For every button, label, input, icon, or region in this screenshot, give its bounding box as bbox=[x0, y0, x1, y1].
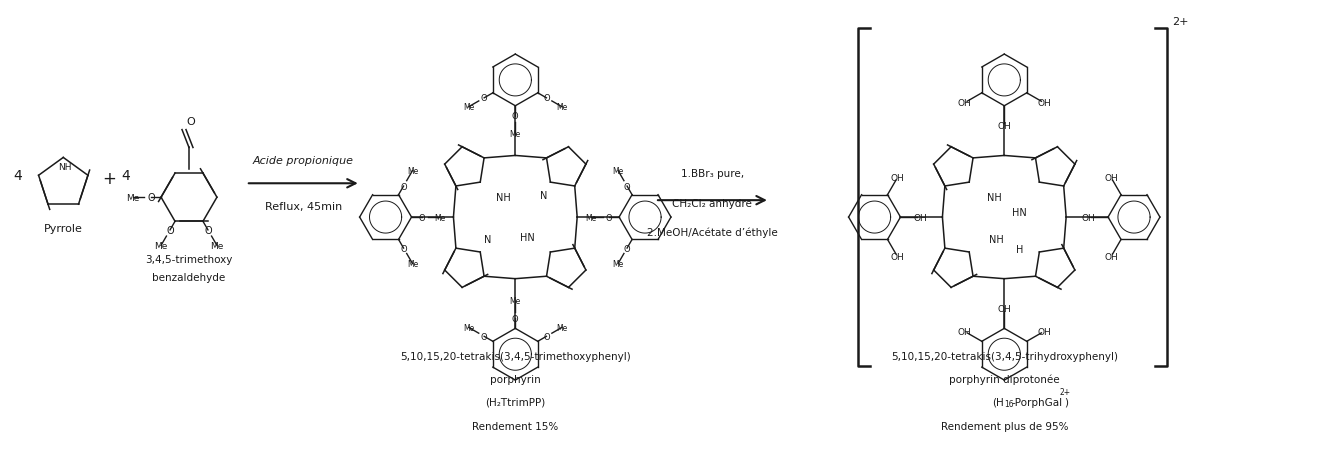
Text: HN: HN bbox=[520, 233, 534, 243]
Text: -PorphGal: -PorphGal bbox=[1011, 397, 1062, 407]
Text: NH: NH bbox=[496, 193, 511, 203]
Text: O: O bbox=[544, 332, 550, 341]
Text: benzaldehyde: benzaldehyde bbox=[152, 272, 226, 282]
Text: OH: OH bbox=[914, 213, 927, 222]
Text: 4: 4 bbox=[13, 169, 22, 183]
Text: OH: OH bbox=[1081, 213, 1095, 222]
Text: O: O bbox=[401, 182, 407, 191]
Text: O: O bbox=[147, 193, 155, 203]
Text: OH: OH bbox=[1105, 174, 1118, 182]
Text: ): ) bbox=[1064, 397, 1068, 407]
Text: NH: NH bbox=[58, 163, 71, 172]
Text: Me: Me bbox=[509, 130, 521, 139]
Text: 5,10,15,20-tetrakis(3,4,5-trimethoxyphenyl): 5,10,15,20-tetrakis(3,4,5-trimethoxyphen… bbox=[400, 351, 631, 361]
Text: (H: (H bbox=[992, 397, 1004, 407]
Text: 16: 16 bbox=[1004, 399, 1013, 408]
Text: Me: Me bbox=[407, 259, 418, 268]
Text: OH: OH bbox=[1037, 99, 1050, 108]
Text: 3,4,5-trimethoxy: 3,4,5-trimethoxy bbox=[146, 254, 233, 264]
Text: 2+: 2+ bbox=[1172, 17, 1188, 27]
Text: H: H bbox=[1016, 244, 1023, 254]
Text: Me: Me bbox=[509, 296, 521, 305]
Text: 1.BBr₃ pure,: 1.BBr₃ pure, bbox=[681, 169, 744, 179]
Text: O: O bbox=[187, 116, 196, 126]
Text: Me: Me bbox=[127, 193, 140, 202]
Text: NH: NH bbox=[987, 193, 1002, 203]
Text: Me: Me bbox=[586, 213, 597, 222]
Text: Reflux, 45min: Reflux, 45min bbox=[265, 202, 341, 212]
Text: O: O bbox=[480, 332, 487, 341]
Text: NH: NH bbox=[988, 234, 1004, 244]
Text: OH: OH bbox=[890, 174, 905, 182]
Text: Rendement plus de 95%: Rendement plus de 95% bbox=[941, 421, 1068, 431]
Text: O: O bbox=[204, 225, 212, 235]
Text: Me: Me bbox=[557, 103, 568, 112]
Text: O: O bbox=[418, 213, 425, 222]
Text: O: O bbox=[512, 112, 519, 121]
Text: OH: OH bbox=[958, 327, 971, 336]
Text: 2.MeOH/Acétate d’éthyle: 2.MeOH/Acétate d’éthyle bbox=[647, 227, 778, 237]
Text: N: N bbox=[540, 191, 546, 201]
Text: HN: HN bbox=[1012, 207, 1027, 217]
Text: O: O bbox=[623, 244, 630, 253]
Text: Me: Me bbox=[463, 103, 474, 112]
Text: Me: Me bbox=[210, 241, 224, 250]
Text: (H₂TtrimPP): (H₂TtrimPP) bbox=[486, 397, 545, 407]
Text: Me: Me bbox=[155, 241, 168, 250]
Text: Acide propionique: Acide propionique bbox=[253, 156, 353, 166]
Text: porphyrin: porphyrin bbox=[490, 374, 541, 384]
Text: Me: Me bbox=[463, 323, 474, 332]
Text: Pyrrole: Pyrrole bbox=[44, 223, 83, 233]
Text: Me: Me bbox=[434, 213, 445, 222]
Text: OH: OH bbox=[998, 304, 1011, 313]
Text: porphyrin diprotonée: porphyrin diprotonée bbox=[949, 374, 1060, 384]
Text: OH: OH bbox=[998, 122, 1011, 131]
Text: 2+: 2+ bbox=[1060, 387, 1070, 396]
Text: O: O bbox=[512, 314, 519, 323]
Text: CH₂Cl₂ anhydre: CH₂Cl₂ anhydre bbox=[672, 199, 753, 209]
Text: Me: Me bbox=[557, 323, 568, 332]
Text: Me: Me bbox=[613, 259, 623, 268]
Text: OH: OH bbox=[958, 99, 971, 108]
Text: OH: OH bbox=[1105, 253, 1118, 262]
Text: Me: Me bbox=[407, 167, 418, 176]
Text: 5,10,15,20-tetrakis(3,4,5-trihydroxyphenyl): 5,10,15,20-tetrakis(3,4,5-trihydroxyphen… bbox=[890, 351, 1118, 361]
Text: OH: OH bbox=[890, 253, 905, 262]
Text: O: O bbox=[544, 94, 550, 103]
Text: +: + bbox=[102, 170, 116, 188]
Text: O: O bbox=[623, 182, 630, 191]
Text: N: N bbox=[484, 234, 491, 244]
Text: Rendement 15%: Rendement 15% bbox=[472, 421, 558, 431]
Text: O: O bbox=[480, 94, 487, 103]
Text: O: O bbox=[167, 225, 173, 235]
Text: OH: OH bbox=[1037, 327, 1050, 336]
Text: O: O bbox=[401, 244, 407, 253]
Text: Me: Me bbox=[613, 167, 623, 176]
Text: 4: 4 bbox=[122, 169, 130, 183]
Text: O: O bbox=[606, 213, 613, 222]
